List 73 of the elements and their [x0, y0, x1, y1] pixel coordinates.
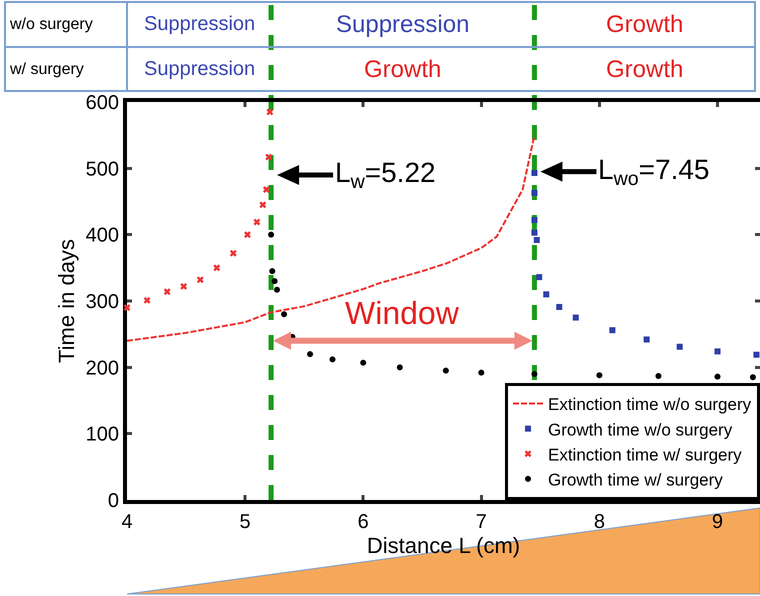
- legend-label: Extinction time w/o surgery: [548, 395, 752, 414]
- x-tick-label: 7: [476, 511, 487, 533]
- point: [531, 170, 538, 176]
- x-tick-label: 8: [594, 511, 605, 533]
- point: [531, 190, 538, 196]
- point: [531, 230, 538, 236]
- point: [274, 286, 280, 293]
- x-tick-label: 6: [358, 511, 369, 533]
- point: [753, 352, 760, 358]
- point: [360, 360, 366, 366]
- point: [262, 186, 270, 193]
- point: [556, 304, 562, 310]
- annotation: L$_{wo}$=7.45: [598, 154, 710, 190]
- y-axis-title: Time in days: [54, 239, 79, 363]
- text: Suppression: [144, 13, 256, 35]
- legend-label: Extinction time w/ surgery: [548, 445, 742, 464]
- point: [230, 250, 237, 257]
- legend-label: Growth time w/ surgery: [548, 470, 724, 490]
- point: [543, 291, 550, 298]
- point: [164, 288, 171, 296]
- point: [180, 283, 188, 290]
- point: [254, 218, 260, 226]
- point: [124, 304, 130, 312]
- point: [714, 348, 720, 354]
- point: [213, 264, 220, 272]
- point: [244, 231, 251, 238]
- point: [536, 274, 542, 280]
- y-tick-label: 500: [86, 158, 119, 180]
- point: [531, 217, 538, 224]
- point: [644, 336, 650, 342]
- text: Growth: [606, 11, 684, 38]
- text: Growth: [606, 56, 684, 83]
- point: [144, 296, 150, 304]
- legend-label: Growth time w/o surgery: [548, 420, 733, 440]
- point: [265, 154, 272, 160]
- point: [676, 344, 683, 350]
- point: [268, 232, 274, 238]
- point: [596, 372, 602, 378]
- point: [750, 374, 756, 380]
- point: [534, 236, 540, 243]
- point: [196, 276, 204, 284]
- point: [329, 356, 336, 362]
- point: [307, 351, 314, 358]
- annotation: L$_{w}$=5.22: [335, 157, 436, 193]
- point: [269, 268, 276, 274]
- annotation: Window: [345, 295, 460, 331]
- y-tick-label: 100: [86, 424, 119, 446]
- point: [531, 370, 538, 377]
- point: [266, 108, 274, 116]
- y-tick-label: 300: [86, 291, 119, 313]
- point: [572, 314, 579, 321]
- point: [655, 372, 662, 379]
- point: [259, 201, 266, 208]
- text: w/ surgery: [9, 61, 84, 78]
- y-tick-label: 600: [86, 92, 119, 114]
- text: Suppression: [336, 11, 470, 38]
- x-tick-label: 4: [121, 511, 133, 533]
- point: [478, 370, 484, 376]
- point: [281, 311, 288, 318]
- text: w/o surgery: [9, 16, 93, 33]
- y-tick-label: 400: [86, 224, 119, 247]
- point: [272, 278, 278, 284]
- x-tick-label: 5: [240, 511, 251, 533]
- point: [442, 368, 449, 374]
- point: [609, 327, 616, 334]
- line-series: [127, 134, 536, 342]
- point: [396, 364, 403, 370]
- text: Growth: [364, 56, 442, 83]
- y-tick-label: 0: [108, 490, 119, 512]
- x-tick-label: 9: [712, 511, 724, 533]
- text: Suppression: [144, 58, 256, 80]
- point: [714, 374, 720, 380]
- y-tick-label: 200: [86, 357, 119, 380]
